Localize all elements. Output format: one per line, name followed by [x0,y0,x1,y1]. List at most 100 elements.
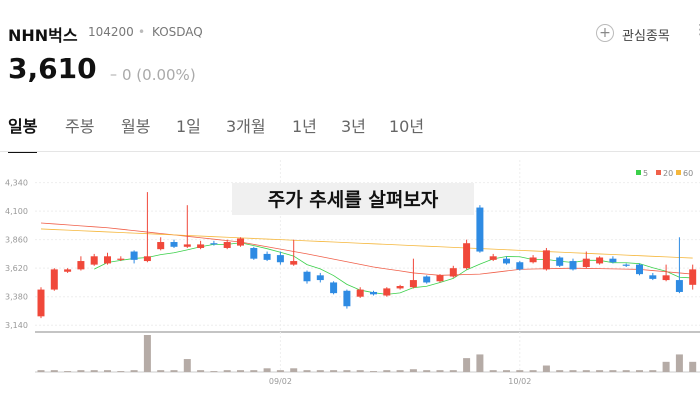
volume-bar [622,370,630,372]
volume-bar [143,335,151,372]
volume-bar [77,370,85,372]
volume-bar [449,370,457,372]
candle-body [290,261,298,265]
candle-body [396,286,404,289]
volume-bar [609,370,617,372]
legend-label: 20 [663,169,673,178]
tab[interactable]: 주봉 [65,117,95,136]
volume-bar [183,359,191,372]
volume-bar [303,370,311,372]
volume-bar [383,370,391,372]
volume-bar [104,370,111,372]
volume-bar [662,361,670,372]
volume-bar [130,370,138,372]
volume-bar [64,371,72,372]
candle-body [516,262,524,270]
divider [0,151,700,152]
x-tick-label: 10/02 [508,377,531,386]
candle-body [183,244,191,247]
candle-body [356,289,364,297]
volume-bar [343,370,351,372]
candle-body [383,288,391,296]
price: 3,610 [8,52,97,85]
ma-line [94,242,693,295]
candle-body [582,258,590,267]
candle-body [489,256,497,260]
tab[interactable]: 1일 [176,117,201,136]
candle-body [476,207,484,252]
ma-line [40,222,693,276]
volume-bar [463,358,471,372]
annotation-bg [232,183,474,215]
tab[interactable]: 3년 [341,117,366,136]
watch-button[interactable]: 관심종목 [622,29,670,44]
volume-bar [636,370,643,372]
volume-bar [423,370,431,372]
y-tick-label: 4,340 [5,179,28,188]
volume-bar [210,371,218,372]
volume-bar [476,354,484,372]
menu[interactable]: ⋮ [693,22,700,38]
volume-bar [290,368,298,372]
change-sign: – [110,67,117,83]
candle-body [303,271,311,282]
separator: • [138,25,146,39]
volume-bar [50,370,58,372]
x-tick-label: 09/02 [269,377,292,386]
tab[interactable]: 1년 [292,117,317,136]
volume-bar [396,370,404,372]
watch-icon[interactable]: + [596,24,614,42]
candle-body [37,289,45,317]
legend-swatch [656,170,661,175]
candle-body [90,256,98,265]
tab[interactable]: 10년 [389,117,425,136]
change: 0 (0.00%) [122,66,196,84]
volume-bar [117,371,125,372]
candle-body [529,257,537,263]
candle-body [423,276,431,283]
ma-line [40,228,693,259]
candle-body [263,253,271,260]
tab[interactable]: 일봉 [8,113,38,153]
volume-bar [90,370,98,372]
y-tick-label: 3,860 [5,236,28,245]
volume-bar [197,370,205,372]
volume-bar [529,370,537,372]
candle-body [662,275,670,281]
candle-body [689,269,697,285]
candle-body [569,261,577,270]
volume-bar [596,370,604,372]
volume-bar [330,370,338,372]
candle-body [117,258,125,260]
volume-bar [516,370,524,372]
market: KOSDAQ [152,25,203,39]
stock-name: NHN벅스 [8,26,78,45]
candle-body [77,261,85,270]
candle-body [556,257,564,266]
candle-body [197,244,205,248]
candle-body [370,291,377,295]
volume-bar [675,354,683,372]
candle-body [436,275,444,282]
volume-bar [356,370,364,372]
candle-body [130,251,138,260]
tab[interactable]: 3개월 [226,117,266,136]
candle-body [50,269,58,290]
candle-body [276,255,284,263]
candle-body [237,238,244,246]
volume-bar [436,370,444,372]
volume-bar [37,370,45,372]
candle-body [250,247,258,259]
volume-bar [237,370,244,372]
candle-body [622,264,630,266]
candle-body [503,258,510,264]
volume-bar [649,370,657,372]
y-tick-label: 3,140 [5,321,28,330]
volume-bar [489,370,497,372]
volume-bar [250,370,258,372]
candle-body [143,256,151,262]
tab[interactable]: 월봉 [121,117,151,136]
candle-body [343,290,351,307]
